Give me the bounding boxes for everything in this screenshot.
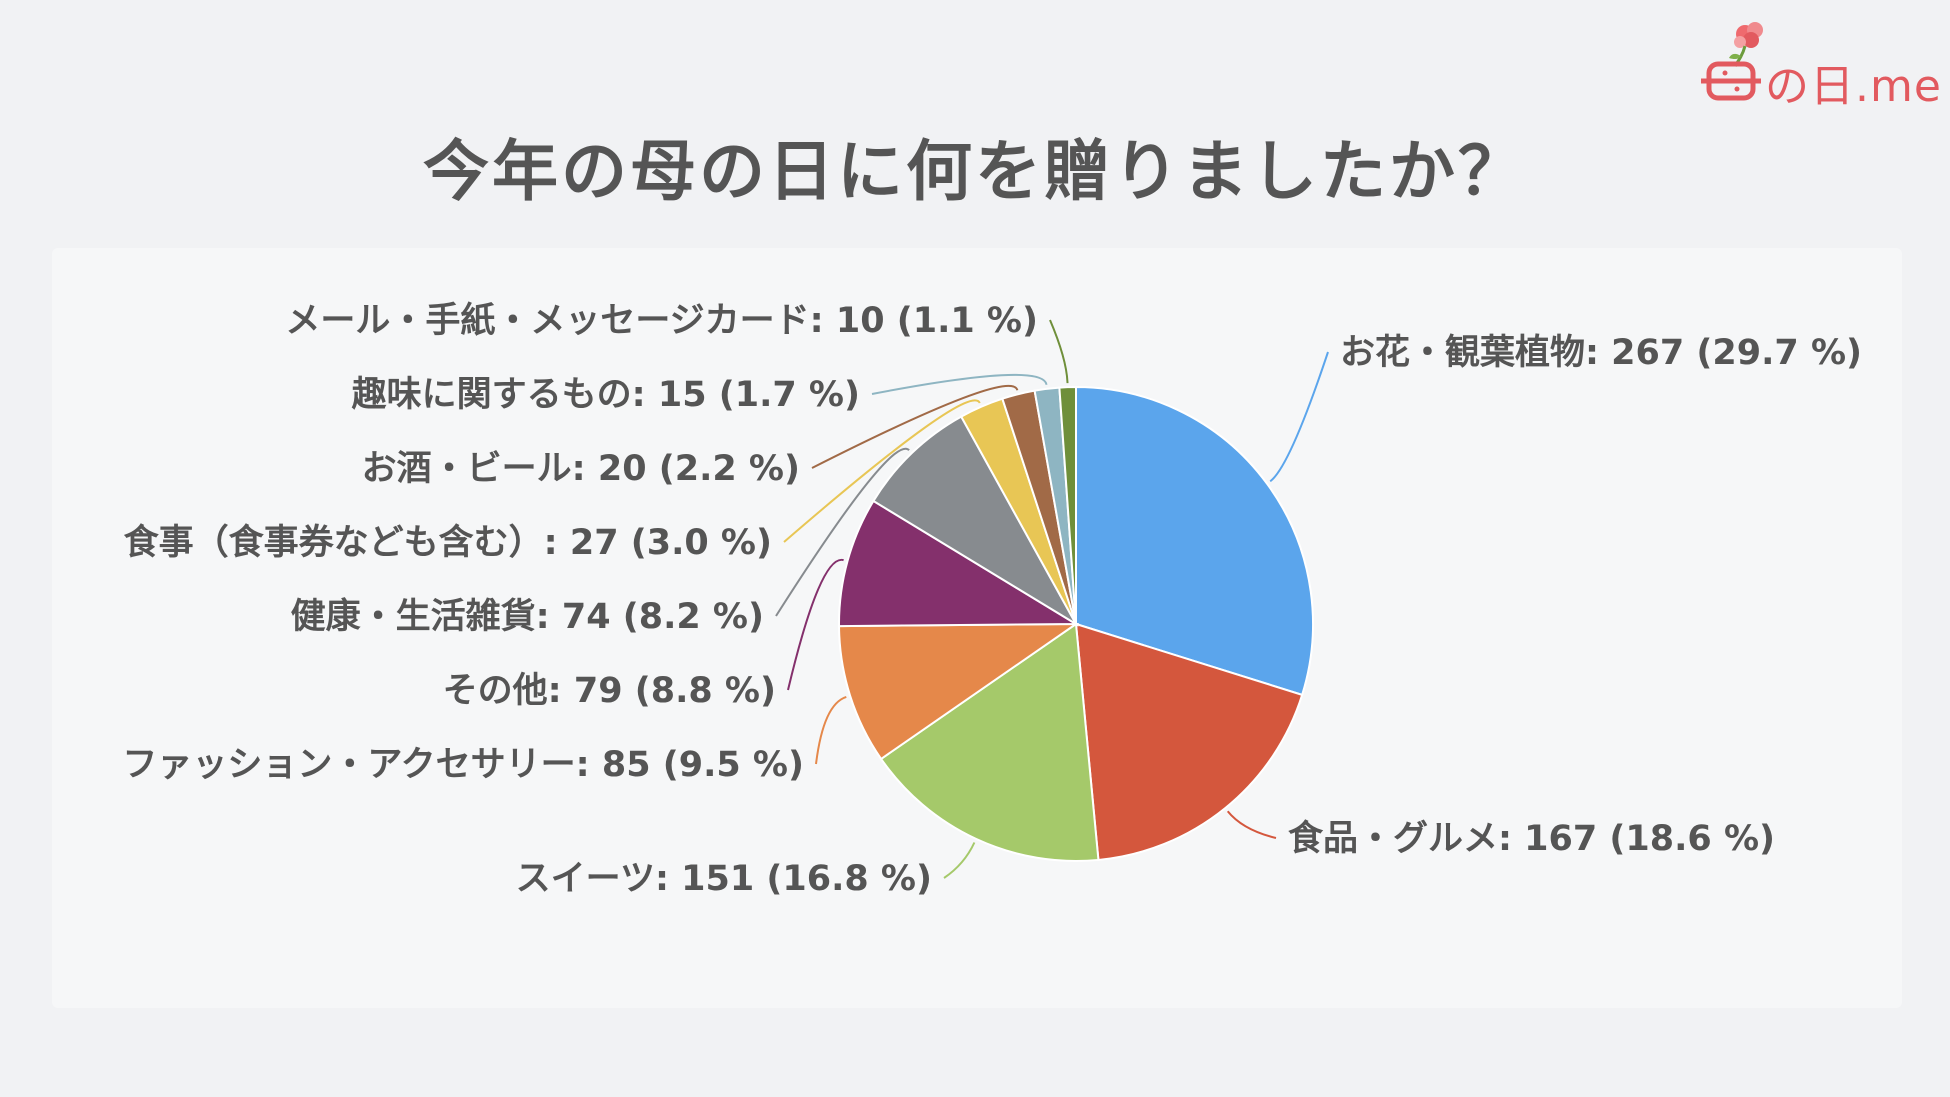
logo-text: の日.me — [1765, 61, 1942, 112]
leader-line-2 — [1226, 810, 1277, 839]
chart-panel: お花・観葉植物: 267 (29.7 %) 食品・グルメ: 167 (18.6 %… — [52, 248, 1902, 1008]
pie-slice-10 — [1058, 385, 1077, 625]
data-label-4: ファッション・アクセサリー: 85 (9.5 %) — [122, 745, 804, 785]
pie-data-labels: お花・観葉植物: 267 (29.7 %) 食品・グルメ: 167 (18.6 %… — [122, 301, 1862, 899]
pie-slice-2 — [1074, 622, 1304, 862]
leader-line-5 — [787, 558, 844, 691]
pie-slice-3 — [879, 622, 1100, 862]
pie-slice-5 — [838, 499, 1080, 628]
pie-slice-6 — [872, 415, 1079, 627]
pie-slice-1 — [1075, 385, 1314, 697]
data-label-8: お酒・ビール: 20 (2.2 %) — [362, 449, 800, 489]
page-title: 今年の母の日に何を贈りましたか？ — [423, 133, 1527, 210]
pie-slice-4 — [838, 622, 1080, 761]
leader-line-10 — [1049, 319, 1069, 384]
data-label-2: 食品・グルメ: 167 (18.6 %) — [1288, 818, 1775, 859]
data-label-5: その他: 79 (8.8 %) — [443, 671, 776, 711]
data-label-1: お花・観葉植物: 267 (29.7 %) — [1340, 333, 1862, 373]
leader-line-7 — [783, 399, 981, 543]
logo: の日.me — [1695, 12, 1941, 112]
leader-line-1 — [1269, 351, 1329, 483]
data-label-7: 食事（食事券なども含む）: 27 (3.0 %) — [124, 522, 772, 563]
carnation-flower-icon — [1701, 22, 1763, 101]
leader-line-4 — [815, 695, 847, 765]
data-label-10: メール・手紙・メッセージカード: 10 (1.1 %) — [285, 301, 1038, 341]
leader-line-3 — [943, 842, 976, 879]
pie-leader-lines — [775, 319, 1329, 879]
pie-slices — [838, 385, 1314, 862]
data-label-3: スイーツ: 151 (16.8 %) — [516, 859, 932, 899]
leader-line-9 — [871, 373, 1048, 395]
leader-line-8 — [811, 384, 1019, 469]
data-label-6: 健康・生活雑貨: 74 (8.2 %) — [291, 596, 764, 637]
data-label-9: 趣味に関するもの: 15 (1.7 %) — [352, 375, 860, 415]
pie-chart: お花・観葉植物: 267 (29.7 %) 食品・グルメ: 167 (18.6 %… — [122, 301, 1862, 899]
leader-line-6 — [775, 447, 910, 617]
